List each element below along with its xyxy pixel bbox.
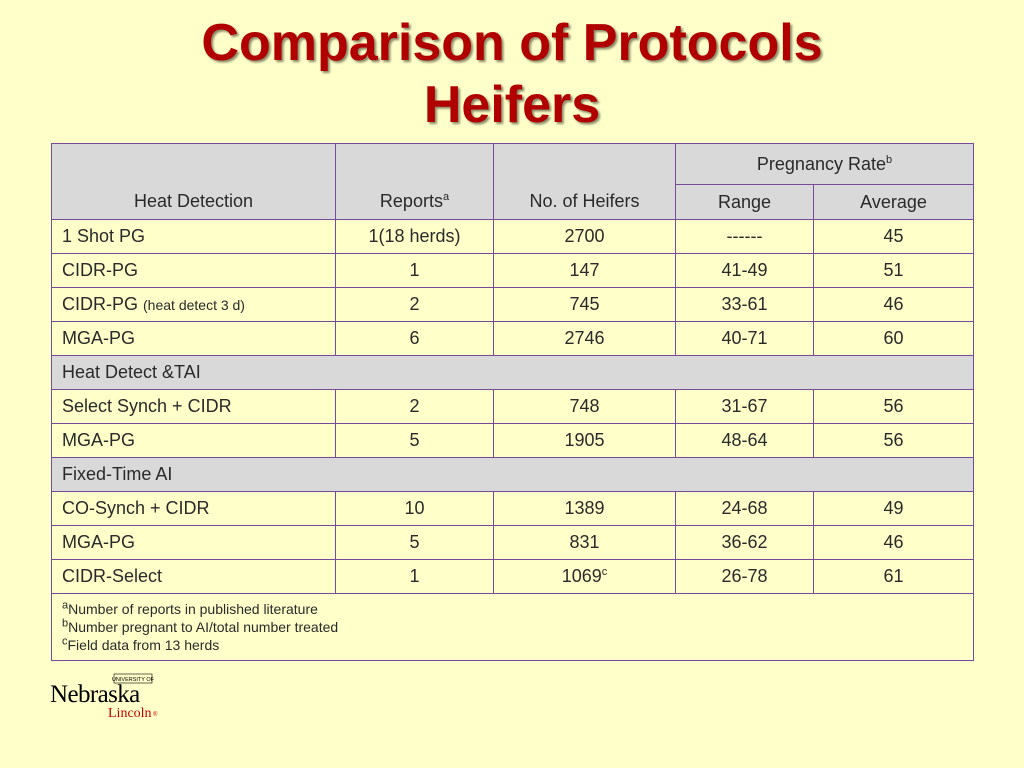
section-row-fixed-time-ai: Fixed-Time AI [50,457,975,492]
heifers-value: 2746 [493,321,676,356]
header-reports-label: Reports [379,191,443,212]
header-range: Range [675,184,814,220]
reports-value: 5 [335,525,494,560]
header-average: Average [812,184,975,220]
footnote-mark: b [62,617,69,630]
reports-value: 2 [335,389,494,424]
range-value: 48-64 [675,423,814,458]
reports-value: 10 [335,491,494,526]
logo-registered-mark: ® [153,711,158,718]
table-row: MGA-PG 6 2746 40-71 60 [51,321,975,356]
protocol-name: MGA-PG [51,423,336,458]
nebraska-lincoln-logo: UNIVERSITY OF Nebraska Lincoln ® [50,673,158,721]
reports-value: 6 [335,321,494,356]
section-label: Heat Detect &TAI [50,355,975,390]
range-value: ------ [675,219,814,254]
footnote-marker-a: a [442,191,450,204]
logo-university-text: UNIVERSITY OF [112,677,155,683]
average-value: 46 [812,287,975,322]
section-label: Fixed-Time AI [50,457,975,492]
heifers-value: 745 [493,287,676,322]
footnote-marker-c: c [601,566,608,578]
table-row: CIDR-PG (heat detect 3 d) 2 745 33-61 46 [51,287,975,322]
header-pregnancy-rate-label: Pregnancy Rate [756,153,886,174]
heifers-value: 147 [493,253,676,288]
title-line-1: Comparison of Protocols [201,14,823,72]
header-cell-blank-2 [335,143,494,185]
protocol-name: Select Synch + CIDR [51,389,336,424]
header-pregnancy-rate: Pregnancy Rateb [674,143,975,185]
heifers-value: 1389 [493,491,676,526]
average-value: 51 [812,253,975,288]
average-value: 46 [812,525,975,560]
heifers-value: 2700 [493,219,676,254]
protocol-name: CIDR-PG [51,253,336,288]
protocol-comparison-table: Pregnancy Rateb Heat Detection Reportsa … [50,143,975,661]
footnote-text: Field data from 13 herds [67,637,220,653]
heifers-value: 1069 [561,566,602,586]
table-row: 1 Shot PG 1(18 herds) 2700 ------ 45 [51,219,975,254]
average-value: 56 [812,389,975,424]
footnote-c: cField data from 13 herds [62,636,963,654]
average-value: 60 [812,321,975,356]
heifers-value: 831 [493,525,676,560]
protocol-name-cell: CIDR-PG (heat detect 3 d) [51,287,336,322]
range-value: 31-67 [675,389,814,424]
protocol-name: CIDR-PG [62,294,138,314]
range-value: 24-68 [675,491,814,526]
protocol-note: (heat detect 3 d) [143,297,245,313]
average-value: 56 [812,423,975,458]
range-value: 26-78 [675,559,814,594]
header-no-of-heifers: No. of Heifers [493,184,676,220]
header-cell-blank-3 [493,143,676,185]
logo-university-box [113,673,153,684]
footnote-mark: c [62,635,68,648]
header-row-1: Pregnancy Rateb [51,143,975,185]
footnote-text: Number pregnant to AI/total number treat… [68,619,339,635]
logo-nebraska-text: Nebraska [50,681,140,708]
protocol-name: CIDR-Select [51,559,336,594]
footnotes: aNumber of reports in published literatu… [50,593,975,661]
reports-value: 1 [335,559,494,594]
header-cell-blank-1 [51,143,336,185]
table-row: CIDR-Select 1 1069c 26-78 61 [51,559,975,594]
reports-value: 2 [335,287,494,322]
range-value: 40-71 [675,321,814,356]
range-value: 36-62 [675,525,814,560]
reports-value: 1(18 herds) [335,219,494,254]
table-row: CO-Synch + CIDR 10 1389 24-68 49 [51,491,975,526]
table-row: MGA-PG 5 1905 48-64 56 [51,423,975,458]
protocol-name: 1 Shot PG [51,219,336,254]
slide-title: Comparison of Protocols Heifers [0,12,1024,136]
range-value: 41-49 [675,253,814,288]
header-row-2: Heat Detection Reportsa No. of Heifers R… [51,184,975,220]
header-heat-detection: Heat Detection [51,184,336,220]
title-line-2: Heifers [423,76,601,134]
heifers-value: 1905 [493,423,676,458]
footnotes-row: aNumber of reports in published literatu… [50,593,975,661]
footnote-text: Number of reports in published literatur… [68,601,318,617]
reports-value: 5 [335,423,494,458]
protocol-name: CO-Synch + CIDR [51,491,336,526]
table-row: CIDR-PG 1 147 41-49 51 [51,253,975,288]
reports-value: 1 [335,253,494,288]
table-row: Select Synch + CIDR 2 748 31-67 56 [51,389,975,424]
header-reports: Reportsa [335,184,494,220]
heifers-value: 748 [493,389,676,424]
section-row-heat-detect-tai: Heat Detect &TAI [50,355,975,390]
average-value: 45 [812,219,975,254]
table-row: MGA-PG 5 831 36-62 46 [51,525,975,560]
footnote-a: aNumber of reports in published literatu… [62,600,963,618]
protocol-name: MGA-PG [51,525,336,560]
average-value: 61 [812,559,975,594]
range-value: 33-61 [675,287,814,322]
average-value: 49 [812,491,975,526]
footnote-marker-b: b [885,153,893,166]
logo-lincoln-text: Lincoln [108,706,152,721]
protocol-name: MGA-PG [51,321,336,356]
heifers-value-cell: 1069c [493,559,676,594]
footnote-mark: a [62,599,69,612]
footnote-b: bNumber pregnant to AI/total number trea… [62,618,963,636]
